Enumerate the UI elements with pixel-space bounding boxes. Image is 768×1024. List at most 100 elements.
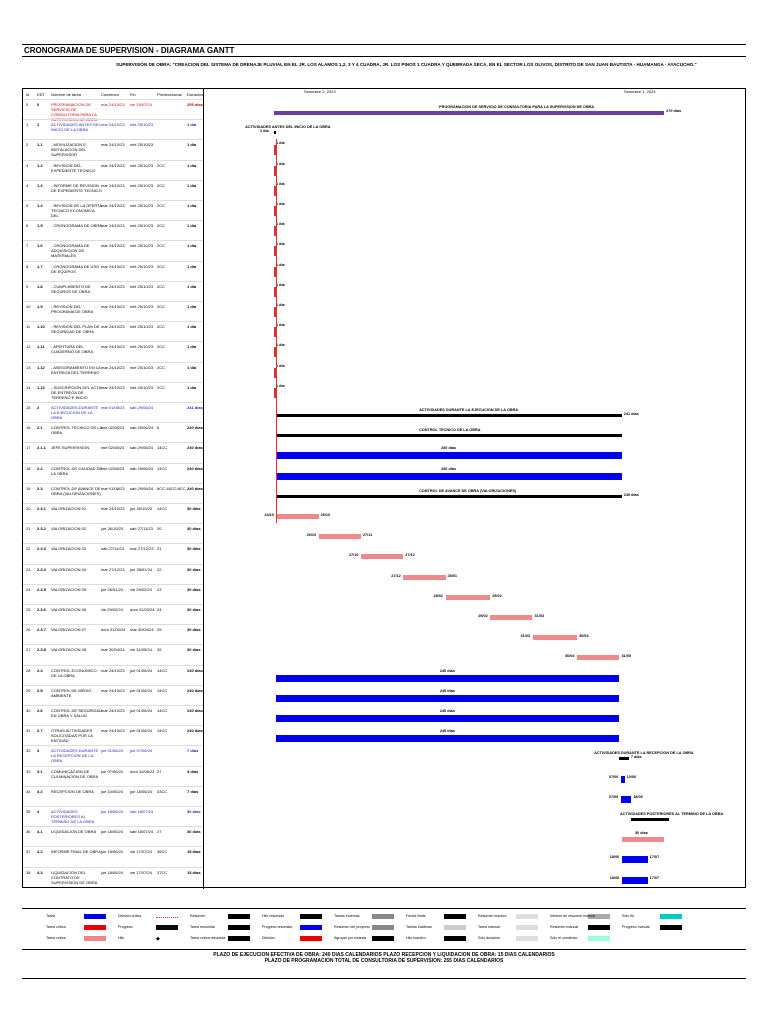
task-end: mié 25/10/23 (130, 384, 154, 390)
task-row[interactable]: 2 1.1 - MOVILIZACION E INSTALACION DEL SUP… (23, 139, 203, 160)
gantt-bar (276, 715, 620, 722)
task-pred: 2CC (157, 162, 166, 168)
col-pred: Predecesoras (157, 92, 182, 97)
bar-start-date: 18/06 (609, 855, 620, 860)
task-row[interactable]: 32 3 ACTIVIDADES DURANTE LA RECEPCION DE L… (23, 745, 203, 766)
task-name: CONTROL ECONOMICO DE LA OBRA (51, 667, 97, 678)
task-row[interactable]: 3 1.2 - REVISION DEL EXPEDIENTE TECNICO mar… (23, 159, 203, 181)
task-row[interactable]: 14 1.13 - SUSCRIPCION DEL ACTA DE ENTREGA … (23, 381, 203, 403)
task-row[interactable]: 7 1.6 - CRONOGRAMA DE ADQUISICION DE MATER… (23, 240, 203, 261)
task-row[interactable]: 18 2.2 CONTROL DE CALIDAD DE LA OBRA mié 02… (23, 462, 203, 484)
task-end: mar 27/12/23 (130, 546, 154, 552)
legend-label: Tareas externas (334, 914, 360, 918)
task-end: jue 28/01/24 (130, 566, 153, 572)
legend-swatch (372, 936, 394, 941)
task-duration: 240 días (187, 465, 203, 471)
table-chart-divider (203, 89, 204, 889)
task-end: vie 17/07/24 (130, 869, 152, 875)
col-edt: EDT (37, 92, 45, 97)
bar-end-label: 270 días (666, 109, 682, 113)
task-name: - REVISION DEL PLAN DE SEGURIDAD DE OBRA (51, 324, 100, 335)
gantt-bar (620, 775, 625, 783)
task-edt: 2.3.1 (37, 506, 46, 511)
task-end: sáb 29/06/24 (130, 425, 154, 431)
task-row[interactable]: 24 2.3.5 VALORIZACION 05 jue 28/01/24 vie 29… (23, 583, 203, 605)
task-duration: 255 días (187, 102, 203, 107)
task-end: dom 10/06/24 (130, 768, 155, 774)
task-row[interactable]: 25 2.3.6 VALORIZACION 06 vie 29/02/24 dom 31… (23, 604, 203, 625)
task-row[interactable]: 21 2.3.2 VALORIZACION 02 jue 26/10/23 sáb 27… (23, 523, 203, 544)
task-id: 17 (26, 445, 31, 451)
task-row[interactable]: 30 2.6 CONTROL DE SEGURIDAD EN OBRA Y SALU… (23, 705, 203, 726)
bar-end-label: 241 días (623, 412, 639, 416)
task-edt: 1.6 (37, 243, 43, 249)
task-row[interactable]: 4 1.3 - INFORME DE REVISION DE EXPEDIENTE … (23, 179, 203, 201)
task-row[interactable]: 16 2.1 CONTROL TECNICO DE LA OBRA mié 02/08… (23, 422, 203, 443)
task-row[interactable]: 17 2.1.1 JEFE SUPERVISION mié 02/08/23 sáb 2… (23, 442, 203, 463)
task-row[interactable]: 8 1.7 - CRONOGRAMA DE USO DE EQUIPOS mar 24… (23, 260, 203, 282)
bar-label: ACTIVIDADES DURANTE LA RECEPCION DE LA O… (594, 751, 694, 756)
gantt-bar (274, 387, 276, 398)
task-name: VALORIZACION 05 (51, 586, 87, 592)
task-id: 24 (26, 586, 31, 592)
bar-label: 1 día (276, 383, 285, 388)
task-row[interactable]: 10 1.9 - REVISION DEL PROGRAMA DE OBRA mar … (23, 301, 203, 322)
task-start: jue 18/06/24 (101, 829, 124, 835)
task-row[interactable]: 19 2.3 CONTROL DE AVANCE DE OBRA (VALORIZA… (23, 482, 203, 504)
task-row[interactable]: 29 2.5 CONTROL DE MEDIO AMBIENTE mar 24/10/… (23, 684, 203, 706)
task-duration: 15 días (187, 849, 201, 855)
task-row[interactable]: 36 4.1 LIQUIDACION DE OBRA jue 18/06/24 sáb … (23, 826, 203, 847)
task-pred: 2CC (157, 203, 166, 208)
task-row[interactable]: 20 2.3.1 VALORIZACION 01 mar 24/10/23 jue 26… (23, 503, 203, 524)
bar-start-date: 28/01 (433, 593, 444, 598)
task-row[interactable]: 15 2 ACTIVIDADES DURANTE LA EJECUCION DE L… (23, 402, 203, 423)
gantt-bar (621, 876, 648, 884)
task-start: dom 31/03/24 (101, 627, 126, 633)
task-row[interactable]: 26 2.3.7 VALORIZACION 07 dom 31/03/24 mar 30… (23, 624, 203, 645)
task-row[interactable]: 13 1.12 - ASESORAMIENTO EN LA ENTREGA DEL … (23, 361, 203, 383)
task-end: dom 31/03/24 (130, 607, 155, 612)
task-row[interactable]: 9 1.8 - CUMPLIMIENTO DE SEGUROS DE OBRA mar… (23, 280, 203, 302)
task-row[interactable]: 12 1.11 - APERTURA DEL CUADERNO DE OBRA mar… (23, 341, 203, 362)
task-duration: 30 días (187, 607, 201, 612)
task-edt: 2 (37, 405, 40, 410)
task-id: 3 (26, 162, 29, 168)
gantt-bar (631, 818, 669, 821)
task-start: mar 24/10/23 (101, 384, 125, 390)
task-end: jue 18/06/24 (130, 788, 153, 794)
task-row[interactable]: 31 2.7 OTRAS ACTIVIDADES SOLICITADAS POR L… (23, 725, 203, 746)
bar-end-date: 28/01 (447, 573, 458, 578)
task-name: - CUMPLIMIENTO DE SEGUROS DE OBRA (51, 283, 91, 294)
legend-swatch (516, 936, 538, 941)
bar-label: 1 día (276, 282, 285, 287)
task-row[interactable]: 11 1.10 - REVISION DEL PLAN DE SEGURIDAD D… (23, 321, 203, 342)
task-row[interactable]: 37 4.2 INFORME FINAL DE OBRA jue 18/06/24 vi… (23, 846, 203, 867)
task-row[interactable]: 28 2.4 CONTROL ECONOMICO DE LA OBRA mar 24/… (23, 664, 203, 686)
task-row[interactable]: 5 1.4 - REVISION DE LA OFERTA TECNICO ECON… (23, 200, 203, 221)
task-edt: 1.11 (37, 344, 45, 350)
bar-end-date: 30/04 (579, 634, 589, 639)
bar-label: 240 días (439, 709, 455, 713)
gantt-bar (274, 286, 276, 297)
task-row[interactable]: 27 2.3.8 VALORIZACION 08 mar 30/04/24 vie 31… (23, 644, 203, 665)
task-id: 21 (26, 526, 31, 532)
task-id: 7 (26, 243, 29, 249)
task-pred: 23 (157, 586, 162, 592)
task-row[interactable]: 6 1.5 - CRONOGRAMA DE OBRA mar 24/10/23 mié … (23, 220, 203, 241)
task-start: mar 24/10/23 (101, 203, 125, 208)
task-duration: 1 día (187, 283, 197, 289)
task-name: VALORIZACION 06 (51, 607, 87, 612)
task-row[interactable]: 35 4 ACTIVIDADES POSTERIORES AL TERMINO DE… (23, 806, 203, 827)
task-end: sáb 29/06/24 (130, 485, 154, 491)
task-row[interactable]: 22 2.3.3 VALORIZACION 03 sáb 27/11/23 mar 27… (23, 543, 203, 564)
task-row[interactable]: 34 3.2 RECEPCION DE OBRA jue 10/06/24 jue 18… (23, 785, 203, 807)
task-row[interactable]: 23 2.3.4 VALORIZACION 04 mar 27/12/23 jue 28… (23, 563, 203, 585)
task-row[interactable]: 38 4.3 LIQUIDACION DEL CONTRATO DE SUPERVI… (23, 866, 203, 888)
task-start: mar 24/10/23 (101, 102, 125, 107)
task-row[interactable]: 0 0 PROGRAMACION DE SERVICIO DE CONSULTORI… (23, 99, 203, 122)
task-row[interactable]: 33 3.1 COMUNICACION DE CULMINACION DE OBRA… (23, 765, 203, 787)
task-id: 33 (26, 768, 31, 774)
task-duration: 7 días (187, 748, 199, 754)
task-pred: 6 (157, 425, 160, 431)
task-row[interactable]: 1 1 ACTIVIDADES ANTES DEL INICIO DE LA OBR… (23, 119, 203, 140)
